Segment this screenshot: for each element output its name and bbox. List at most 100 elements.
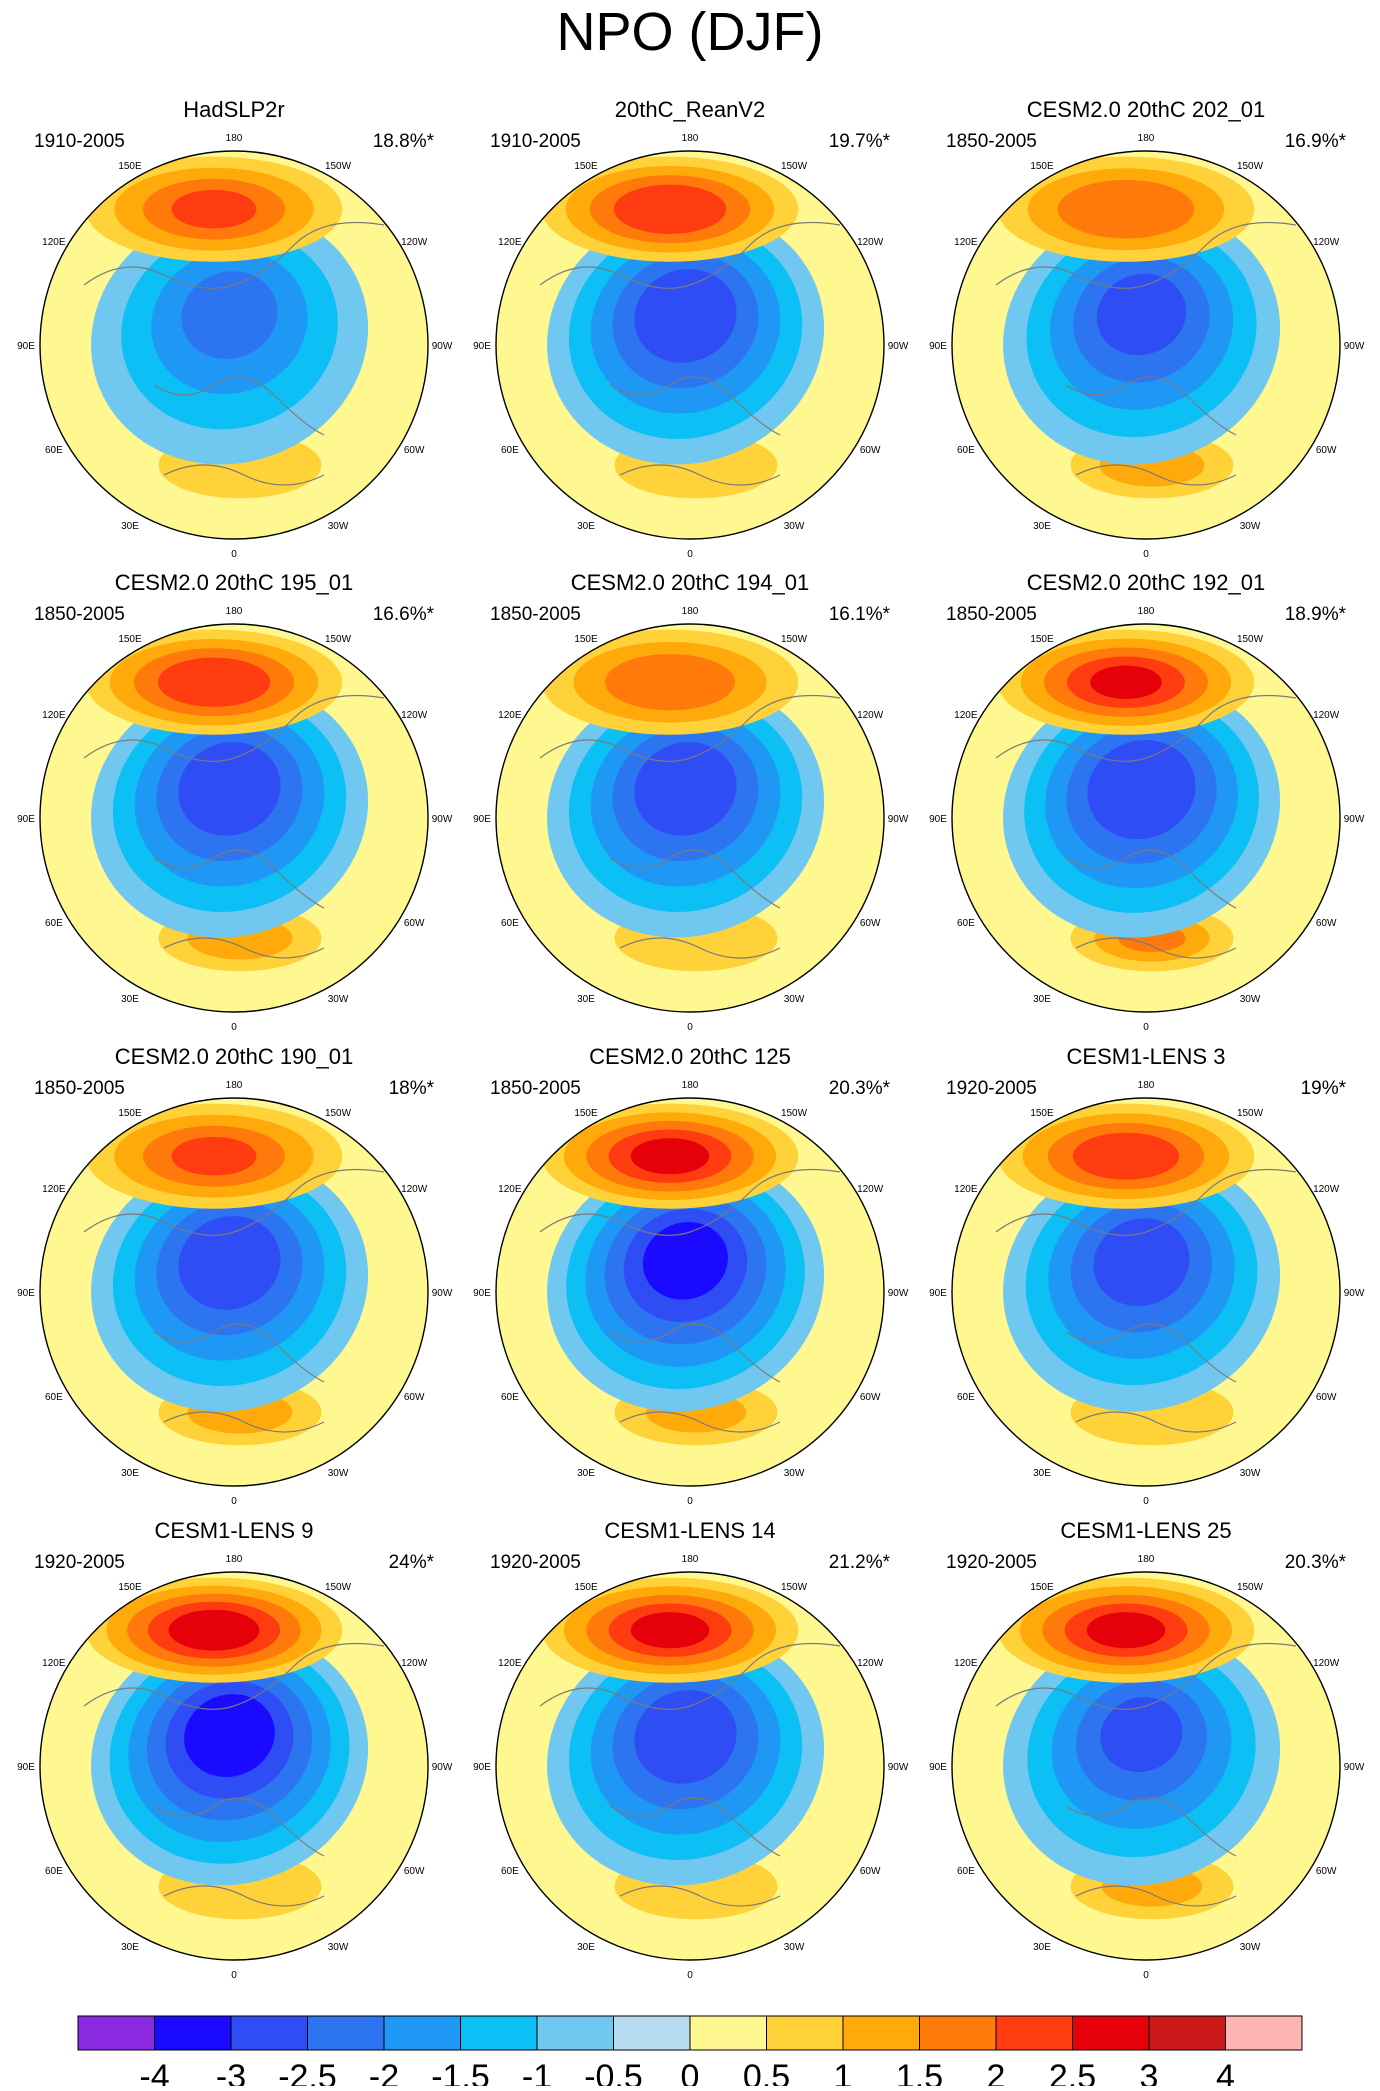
colorbar-tick-label: -4 xyxy=(139,2058,169,2086)
longitude-label: 150E xyxy=(1030,161,1054,172)
longitude-label: 150E xyxy=(118,161,142,172)
panel-title: CESM2.0 20thC 202_01 xyxy=(1027,97,1266,122)
longitude-label: 0 xyxy=(687,1022,693,1033)
longitude-label: 90E xyxy=(929,341,947,352)
longitude-label: 150W xyxy=(781,161,808,172)
longitude-label: 30E xyxy=(577,521,595,532)
colorbar-tick-label: 2.5 xyxy=(1049,2058,1096,2086)
longitude-label: 0 xyxy=(1143,1496,1149,1507)
longitude-label: 30W xyxy=(1240,1942,1261,1953)
coastline xyxy=(1065,376,1237,436)
longitude-label: 120E xyxy=(954,710,978,721)
npo-panel: 180 150E 120E 90E 60E 30E 0 30W 60W 90W 120W 150W CE… xyxy=(929,97,1365,560)
longitude-label: 150E xyxy=(118,634,142,645)
colorbar-swatch xyxy=(613,2015,691,2051)
panel-title: 20thC_ReanV2 xyxy=(615,97,765,122)
longitude-label: 30W xyxy=(1240,1468,1261,1479)
panel-title: CESM1-LENS 25 xyxy=(1060,1518,1231,1543)
period-label: 1850-2005 xyxy=(490,1078,581,1099)
longitude-label: 60W xyxy=(1316,918,1337,929)
longitude-label: 120W xyxy=(401,710,428,721)
longitude-label: 180 xyxy=(226,606,243,617)
longitude-label: 0 xyxy=(687,549,693,560)
period-label: 1920-2005 xyxy=(946,1552,1037,1573)
colorbar-swatch xyxy=(995,2015,1073,2051)
pacific-high-contour xyxy=(630,1138,710,1175)
coastline xyxy=(995,1169,1297,1236)
colorbar-swatch xyxy=(1148,2015,1226,2051)
longitude-label: 150W xyxy=(781,1582,808,1593)
longitude-label: 0 xyxy=(231,1970,237,1981)
longitude-label: 150W xyxy=(325,634,352,645)
longitude-label: 60E xyxy=(501,1866,519,1877)
pacific-high-contour xyxy=(1072,1132,1180,1180)
longitude-label: 90W xyxy=(1344,1288,1365,1299)
period-label: 1850-2005 xyxy=(490,604,581,625)
longitude-label: 60E xyxy=(45,918,63,929)
longitude-label: 150W xyxy=(1237,1108,1264,1119)
slp-field xyxy=(40,1098,428,1486)
longitude-label: 60W xyxy=(404,445,425,456)
longitude-label: 60E xyxy=(957,918,975,929)
pacific-high-contour xyxy=(171,189,257,229)
longitude-label: 90E xyxy=(17,1762,35,1773)
longitude-label: 150E xyxy=(574,1582,598,1593)
colorbar-swatch xyxy=(307,2015,385,2051)
panel-title: CESM1-LENS 9 xyxy=(155,1518,314,1543)
colorbar-tick-label: 1 xyxy=(834,2058,853,2086)
colorbar-tick-label: 2 xyxy=(987,2058,1006,2086)
longitude-label: 0 xyxy=(687,1970,693,1981)
npo-panel: 180 150E 120E 90E 60E 30E 0 30W 60W 90W 120W 150W Ha… xyxy=(17,97,453,560)
variance-label: 18%* xyxy=(389,1078,435,1099)
map-boundary xyxy=(495,150,885,540)
npo-panel: 180 150E 120E 90E 60E 30E 0 30W 60W 90W 120W 150W 20… xyxy=(473,97,909,560)
coastlines xyxy=(995,694,1297,959)
longitude-label: 90E xyxy=(929,814,947,825)
longitude-label: 0 xyxy=(231,1496,237,1507)
coastlines xyxy=(995,222,1297,486)
longitude-label: 120W xyxy=(1313,710,1340,721)
longitude-label: 90E xyxy=(473,1288,491,1299)
longitude-label: 150E xyxy=(1030,634,1054,645)
slp-field xyxy=(952,624,1340,1012)
longitude-label: 60W xyxy=(860,1866,881,1877)
coastline xyxy=(1075,1885,1237,1907)
longitude-label: 180 xyxy=(682,1080,699,1091)
panel-title: CESM2.0 20thC 125 xyxy=(589,1044,791,1069)
pacific-high-contour xyxy=(630,1612,710,1649)
coastlines xyxy=(83,694,385,959)
longitude-label: 90W xyxy=(888,1762,909,1773)
longitude-label: 30W xyxy=(784,1942,805,1953)
coastline xyxy=(153,1323,325,1383)
longitude-label: 30W xyxy=(328,1468,349,1479)
colorbar-swatch xyxy=(766,2015,844,2051)
longitude-label: 120E xyxy=(954,237,978,248)
longitude-label: 150W xyxy=(781,634,808,645)
coastlines xyxy=(995,1643,1297,1907)
coastline xyxy=(1065,1797,1237,1857)
coastline xyxy=(539,222,841,289)
polar-low-contour xyxy=(1100,1697,1183,1772)
coastlines xyxy=(83,222,385,486)
coastline xyxy=(995,1643,1297,1710)
longitude-label: 60W xyxy=(404,1392,425,1403)
coastline xyxy=(619,1411,781,1433)
longitude-label: 90W xyxy=(1344,1762,1365,1773)
longitude-label: 60E xyxy=(501,445,519,456)
colorbar-swatch xyxy=(383,2015,461,2051)
polar-low-contour xyxy=(1093,1218,1190,1307)
coastline xyxy=(609,849,781,909)
longitude-label: 150W xyxy=(1237,161,1264,172)
period-label: 1920-2005 xyxy=(34,1552,125,1573)
coastline xyxy=(1075,937,1237,959)
longitude-label: 120E xyxy=(42,237,66,248)
coastlines xyxy=(539,694,841,959)
colorbar-swatch xyxy=(460,2015,538,2051)
coastline xyxy=(153,849,325,909)
variance-label: 18.8%* xyxy=(373,131,435,152)
colorbar-tick-label: 0.5 xyxy=(743,2058,790,2086)
longitude-label: 150E xyxy=(1030,1108,1054,1119)
longitude-label: 150E xyxy=(118,1582,142,1593)
period-label: 1910-2005 xyxy=(34,131,125,152)
